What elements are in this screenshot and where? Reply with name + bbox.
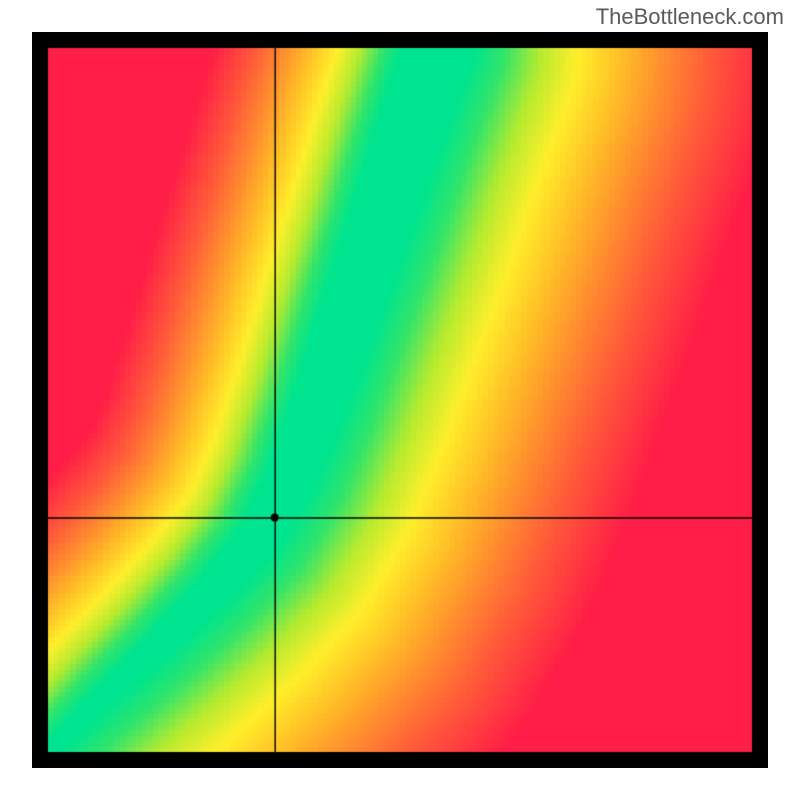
crosshair-overlay <box>32 32 768 768</box>
attribution-text: TheBottleneck.com <box>596 4 784 30</box>
bottleneck-heatmap <box>32 32 768 768</box>
